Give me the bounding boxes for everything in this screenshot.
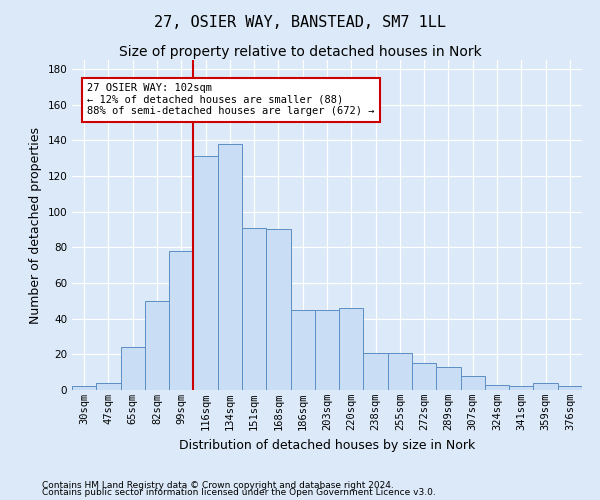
Bar — [72, 386, 96, 390]
Bar — [242, 228, 266, 390]
Bar — [558, 386, 582, 390]
Bar — [436, 367, 461, 390]
Bar — [364, 352, 388, 390]
Y-axis label: Number of detached properties: Number of detached properties — [29, 126, 42, 324]
Text: Contains public sector information licensed under the Open Government Licence v3: Contains public sector information licen… — [42, 488, 436, 497]
Bar — [509, 386, 533, 390]
Bar — [169, 251, 193, 390]
Bar — [290, 310, 315, 390]
Bar — [315, 310, 339, 390]
Bar — [485, 384, 509, 390]
Text: 27, OSIER WAY, BANSTEAD, SM7 1LL: 27, OSIER WAY, BANSTEAD, SM7 1LL — [154, 15, 446, 30]
Bar — [96, 383, 121, 390]
Text: Size of property relative to detached houses in Nork: Size of property relative to detached ho… — [119, 45, 481, 59]
Bar — [218, 144, 242, 390]
Bar — [412, 363, 436, 390]
X-axis label: Distribution of detached houses by size in Nork: Distribution of detached houses by size … — [179, 438, 475, 452]
Bar — [266, 230, 290, 390]
Text: Contains HM Land Registry data © Crown copyright and database right 2024.: Contains HM Land Registry data © Crown c… — [42, 480, 394, 490]
Bar — [388, 352, 412, 390]
Bar — [145, 301, 169, 390]
Bar — [193, 156, 218, 390]
Bar — [121, 347, 145, 390]
Bar — [533, 383, 558, 390]
Bar — [461, 376, 485, 390]
Text: 27 OSIER WAY: 102sqm
← 12% of detached houses are smaller (88)
88% of semi-detac: 27 OSIER WAY: 102sqm ← 12% of detached h… — [87, 83, 374, 116]
Bar — [339, 308, 364, 390]
